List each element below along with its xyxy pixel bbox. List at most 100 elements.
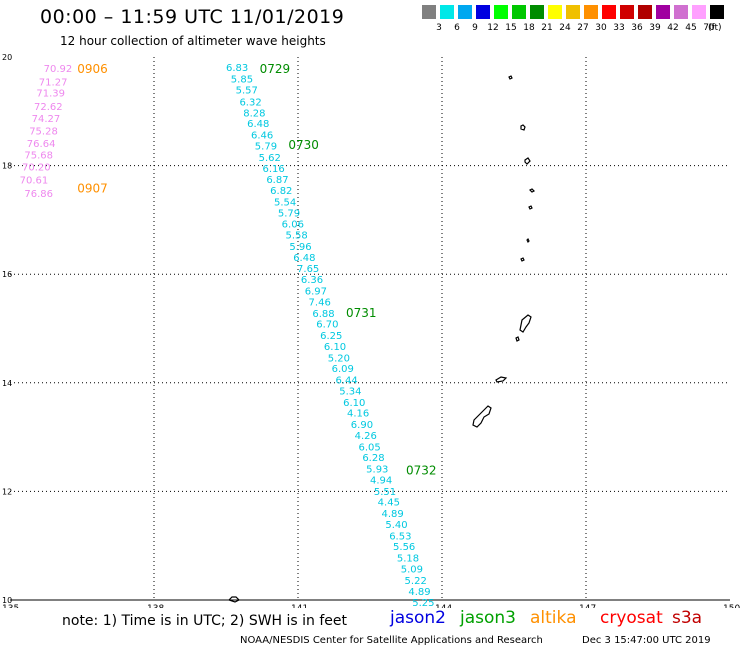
jason3-swh-value: 4.26 [355,431,377,442]
legend-jason2: jason2 [390,608,446,628]
footer: note: 1) Time is in UTC; 2) SWH is in fe… [0,608,740,650]
jason3-swh-value: 5.85 [231,75,253,86]
legend-swatch [602,5,616,19]
island-pagan [528,205,533,210]
jason3-swh-value: 6.09 [332,364,354,375]
lat-tick-label: 20 [2,53,12,62]
jason3-swh-value: 5.25 [412,598,434,608]
jason3-swh-value: 7.46 [309,297,331,308]
legend-bin-label: 6 [454,23,460,33]
jason3-swh-value: 6.46 [251,131,273,142]
jason3-swh-value: 6.10 [324,342,346,353]
jason3-swh-value: 6.88 [312,309,334,320]
lon-tick-label: 141 [291,604,308,608]
footer-note: note: 1) Time is in UTC; 2) SWH is in fe… [62,613,348,629]
jason3-swh-value: 6.97 [305,286,327,297]
legend-swatch [440,5,454,19]
island-farallon-de-pajaros [508,75,513,80]
legend-swatch [620,5,634,19]
map-title: 00:00 – 11:59 UTC 11/01/2019 [40,6,345,28]
legend-bin-label: 42 [667,23,679,33]
altika-swh-value: 70.20 [22,163,51,174]
legend-swatch [512,5,526,19]
jason3-swh-value: 5.18 [397,554,419,565]
legend-swatch [422,5,436,19]
legend-swatch [566,5,580,19]
altika-swh-value: 74.27 [32,114,61,125]
legend-swatch [710,5,724,19]
jason3-swh-value: 5.58 [286,231,308,242]
legend-bin-label: 45 [685,23,697,33]
jason3-swh-value: 6.25 [320,331,342,342]
legend-swatch [476,5,490,19]
jason3-swh-value: 4.89 [382,509,404,520]
altika-swh-value: 75.28 [29,126,58,137]
legend-swatch [458,5,472,19]
lat-tick-label: 12 [2,487,12,496]
jason3-swh-value: 6.44 [335,376,357,387]
lon-tick-label: 150 [723,604,740,608]
jason3-swh-value: 6.70 [316,320,338,331]
legend-bin-label: 39 [649,23,661,33]
island-yap-reef [227,596,241,603]
legend-bin-label: 21 [541,23,553,33]
jason3-swh-value: 4.89 [408,587,430,598]
jason3-swh-value: 6.90 [351,420,373,431]
legend-swatch [656,5,670,19]
altika-swh-value: 71.27 [39,77,68,88]
jason3-swh-value: 4.45 [378,498,400,509]
island-guam [472,405,492,428]
legend-altika: altika [530,608,577,628]
legend-bin-label: 18 [523,23,535,33]
jason3-swh-value: 6.06 [282,220,304,231]
altika-swh-value: 72.62 [34,102,63,113]
jason3-swh-value: 5.40 [385,520,407,531]
jason3-swh-value: 6.87 [266,175,288,186]
jason3-swh-value: 5.62 [259,153,281,164]
legend-swatch [584,5,598,19]
lat-tick-label: 18 [2,162,12,171]
legend-bin-label: 36 [631,23,643,33]
island-asuncion [524,157,531,165]
credit-line: NOAA/NESDIS Center for Satellite Applica… [240,635,543,646]
legend-bin-label: 24 [559,23,571,33]
altika-swh-value: 71.39 [36,88,65,99]
legend-s3a: s3a [672,608,703,628]
jason3-swh-value: 5.20 [328,353,350,364]
jason3-swh-value: 6.83 [226,63,248,74]
island-saipan-tinian [515,314,532,342]
island-alamagan [526,237,530,244]
jason3-swh-value: 6.53 [389,531,411,542]
jason3-swh-value: 5.79 [278,208,300,219]
legend-jason3: jason3 [460,608,516,628]
altika-swh-value: 70.92 [44,64,73,75]
jason3-swh-value: 6.28 [362,453,384,464]
jason3-swh-value: 5.22 [405,576,427,587]
jason3-swh-value: 6.48 [247,119,269,130]
legend-swatch [548,5,562,19]
altika-swh-value: 70.61 [20,176,49,187]
jason3-swh-value: 6.16 [262,164,284,175]
jason3-time-label: 0732 [406,464,437,478]
lon-tick-label: 138 [147,604,164,608]
legend-swatch [494,5,508,19]
island-maug [520,124,526,131]
jason3-time-label: 0729 [260,62,291,76]
jason3-time-label: 0730 [288,138,319,152]
legend-swatch [692,5,706,19]
legend-swatch [530,5,544,19]
legend-bin-label: 15 [505,23,517,33]
lon-tick-label: 135 [2,604,19,608]
jason3-swh-value: 6.10 [343,398,365,409]
jason3-swh-value: 5.93 [366,465,388,476]
jason3-swh-value: 8.28 [243,108,265,119]
jason3-swh-value: 6.82 [270,186,292,197]
island-agrihan [528,188,536,193]
legend-bin-label: 9 [472,23,478,33]
wave-height-map: 135 138 141 144 147 150 20 18 16 14 12 10 70.92 71.2… [2,53,740,608]
jason3-swh-value: 6.48 [293,253,315,264]
legend-bin-label: 30 [595,23,607,33]
lat-tick-label: 10 [2,596,12,605]
jason3-swh-value: 6.32 [239,98,261,109]
map-grid: 135 138 141 144 147 150 20 18 16 14 12 10 [2,53,740,608]
